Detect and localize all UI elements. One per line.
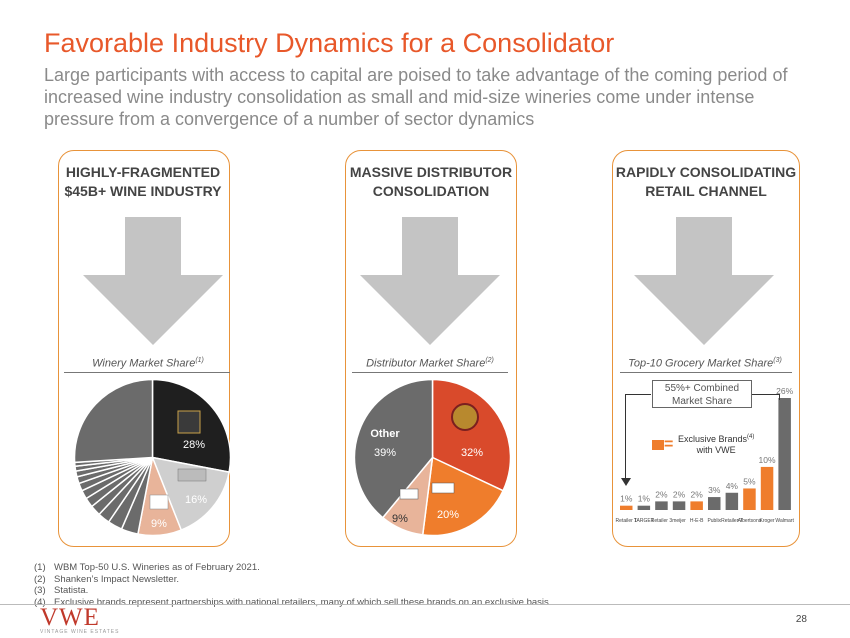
- equals-sign: =: [664, 436, 674, 453]
- winery-logo-icon: [177, 468, 207, 482]
- bar-data-label: 5%: [743, 476, 756, 486]
- breakthru-logo-icon: [399, 488, 419, 500]
- pie-slice: [421, 456, 505, 537]
- gallo-logo-icon: [177, 410, 201, 434]
- rndc-logo-icon: [431, 482, 455, 494]
- bar-data-label: 2%: [691, 489, 704, 499]
- pie-slice: [353, 378, 434, 519]
- bar-data-label: 1%: [620, 494, 633, 504]
- bar-data-label: 2%: [673, 489, 686, 499]
- footer-divider: [0, 604, 850, 605]
- page-number: 28: [795, 614, 807, 625]
- combined-share-box: 55%+ Combined Market Share: [652, 380, 752, 408]
- distributor-pie-chart: 32% 20% 9% 39% Other: [353, 378, 512, 537]
- bracket-line: [779, 394, 780, 400]
- vwe-legend-text: Exclusive Brands(4) with VWE: [678, 434, 755, 455]
- footnote-3: (3) Statista.: [34, 585, 89, 596]
- section-label-grocery: Top-10 Grocery Market Share(3): [628, 357, 782, 370]
- section-label-distributor: Distributor Market Share(2): [366, 357, 494, 370]
- down-arrow-icon: [83, 217, 223, 345]
- arrowhead-icon: [621, 478, 631, 486]
- grocery-bar: [655, 501, 668, 510]
- retailer-logo-label: Retailer 1: [616, 518, 638, 524]
- retailer-logo-label: TARGET: [634, 518, 654, 524]
- bracket-line: [625, 394, 651, 395]
- pie-data-label: 28%: [183, 439, 205, 451]
- page-subtitle: Large participants with access to capita…: [44, 65, 788, 129]
- pie-slice: [431, 378, 512, 492]
- card-heading: HIGHLY-FRAGMENTED $45B+ WINE INDUSTRY: [64, 164, 222, 199]
- footnote-1: (1) WBM Top-50 U.S. Wineries as of Februa…: [34, 562, 260, 573]
- retailer-logo-label: Retailer 3: [651, 518, 673, 524]
- pie-slice: [151, 456, 230, 531]
- vwe-logo-subtitle: VINTAGE WINE ESTATES: [40, 629, 120, 635]
- grocery-bar: [743, 488, 756, 510]
- divider: [352, 372, 508, 373]
- grocery-bar: [760, 466, 774, 510]
- pie-data-label: 39%: [374, 447, 396, 459]
- card-heading: MASSIVE DISTRIBUTOR CONSOLIDATION: [349, 164, 513, 199]
- footnotes: (1) WBM Top-50 U.S. Wineries as of Februa…: [34, 562, 551, 608]
- bar-data-label: 26%: [776, 386, 793, 396]
- bar-data-label: 10%: [759, 455, 776, 465]
- bar-data-label: 4%: [726, 481, 739, 491]
- bar-data-label: 2%: [655, 489, 668, 499]
- bar-data-label: 3%: [708, 485, 721, 495]
- grocery-bar: [708, 497, 721, 510]
- pie-data-label: 9%: [151, 518, 167, 530]
- other-label: Other: [370, 428, 400, 440]
- pie-slice: [73, 378, 154, 464]
- grocery-bar: [637, 505, 651, 510]
- grocery-bar: [778, 398, 791, 510]
- bar-data-label: 1%: [638, 494, 651, 504]
- vwe-logo: VWE: [40, 604, 100, 631]
- retailer-logo-label: Publix: [707, 518, 721, 524]
- retailer-logo-label: H-E-B: [690, 518, 704, 524]
- grocery-bar: [725, 492, 739, 510]
- section-label-winery: Winery Market Share(1): [92, 357, 204, 370]
- down-arrow-icon: [634, 217, 774, 345]
- retailer-logo-label: Kroger: [760, 518, 775, 524]
- bracket-line: [625, 394, 626, 480]
- grocery-bar: [672, 501, 686, 510]
- grocery-bar-chart: 1% Retailer 1 1% TARGET 2% Retailer 3 2% meijer…: [616, 386, 795, 524]
- divider: [64, 372, 230, 373]
- constellation-logo-icon: [149, 494, 169, 510]
- retailer-logo-label: Retailer 7: [721, 518, 743, 524]
- pie-data-label: 20%: [437, 509, 459, 521]
- bracket-line: [752, 394, 780, 395]
- footnote-4: (4) Exclusive brands represent partnershi…: [34, 596, 552, 608]
- pie-data-label: 16%: [185, 494, 207, 506]
- down-arrow-icon: [360, 217, 500, 345]
- southern-glazers-logo-icon: [451, 403, 479, 431]
- footnote-2: (2) Shanken’s Impact Newsletter.: [34, 573, 179, 585]
- divider: [620, 372, 792, 373]
- pie-data-label: 32%: [461, 447, 483, 459]
- grocery-bar: [620, 505, 633, 510]
- winery-pie-chart: 28% 16% 9%: [73, 378, 232, 537]
- retailer-logo-label: meijer: [672, 518, 686, 524]
- page-title: Favorable Industry Dynamics for a Consol…: [44, 28, 615, 58]
- vwe-legend-swatch: [652, 440, 664, 450]
- retailer-logo-label: Albertsons: [738, 518, 762, 524]
- pie-data-label: 9%: [392, 513, 408, 525]
- grocery-bar: [690, 501, 703, 510]
- retailer-logo-label: Walmart: [775, 518, 794, 524]
- card-heading: RAPIDLY CONSOLIDATING RETAIL CHANNEL: [615, 164, 797, 199]
